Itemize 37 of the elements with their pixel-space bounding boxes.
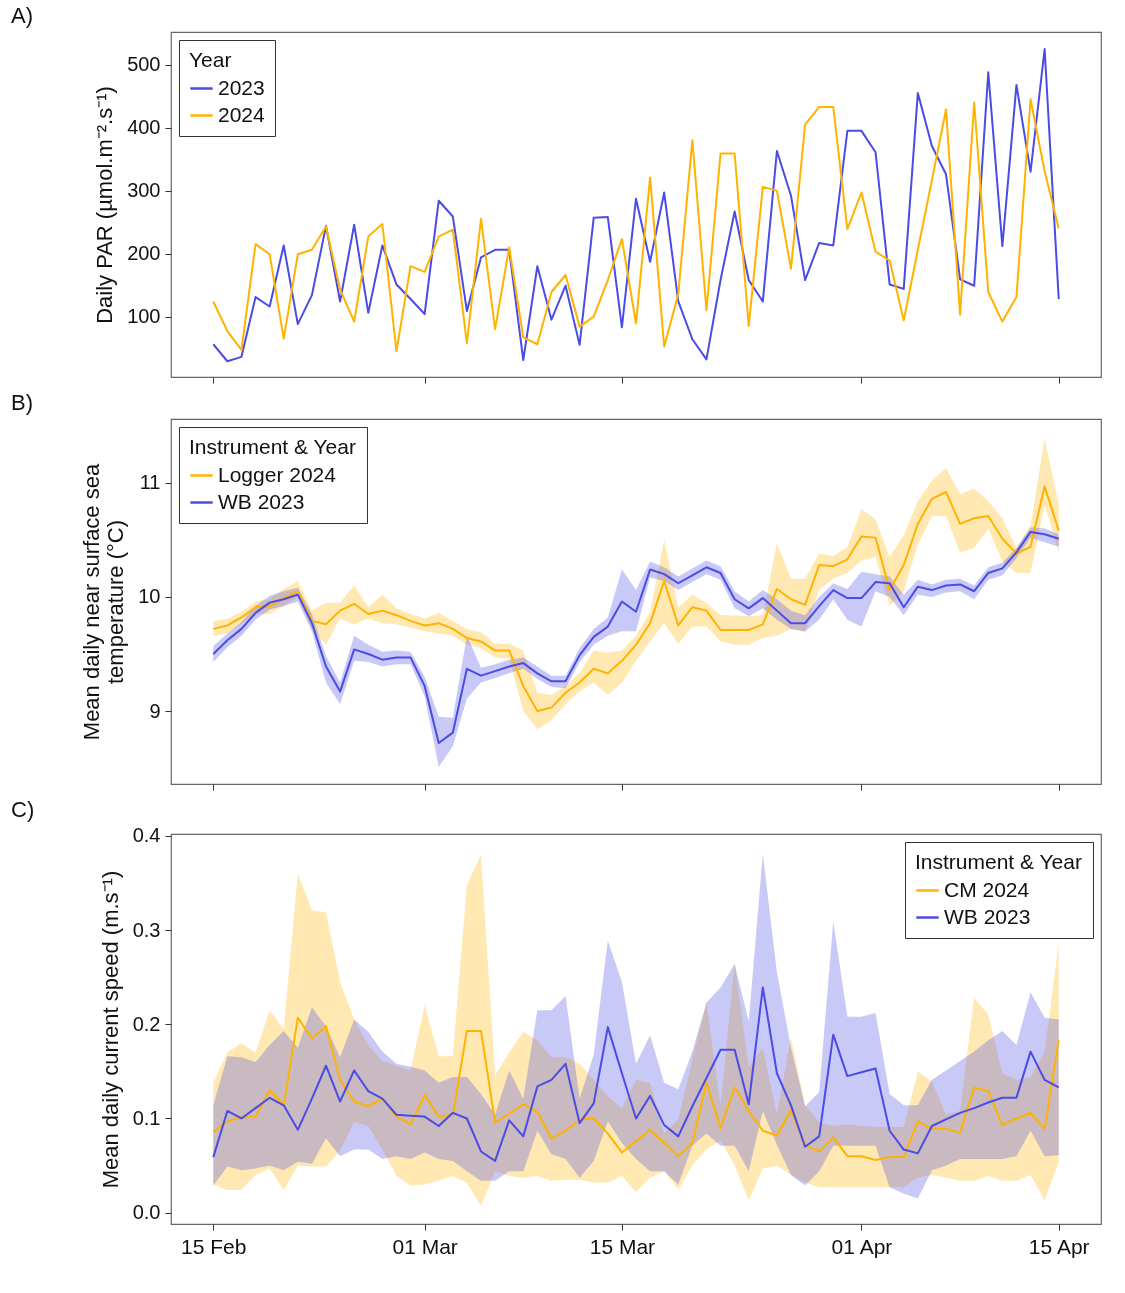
legend-label: Logger 2024 [218, 462, 337, 486]
y-tick-label: 0.1 [132, 1106, 161, 1129]
y-tick-label: 200 [127, 242, 161, 265]
chart-title: A) [11, 3, 33, 28]
legend-label: 2024 [218, 102, 266, 126]
x-tick-label: 15 Apr [1028, 1234, 1090, 1258]
legend-label: 2023 [218, 75, 265, 99]
y-tick-label: 0.0 [132, 1201, 161, 1224]
y-tick-label: 0.2 [132, 1012, 161, 1035]
y-tick-label: 10 [138, 585, 161, 608]
line-series [212, 98, 1060, 353]
x-tick-label: 15 Feb [181, 1234, 247, 1258]
y-axis-title: Mean daily near surface sea temperature (°C) [79, 463, 129, 741]
chart-title: B) [11, 390, 33, 415]
legend-label: WB 2023 [944, 904, 1031, 928]
y-tick-label: 0.4 [132, 824, 161, 847]
legend-title: Year [189, 48, 232, 71]
y-tick-label: 300 [127, 179, 161, 202]
legend-label: WB 2023 [218, 489, 305, 513]
x-tick-label: 01 Mar [392, 1234, 458, 1258]
y-tick-label: 0.3 [132, 918, 161, 941]
y-tick-label: 9 [149, 699, 161, 722]
legend-label: CM 2024 [944, 877, 1030, 901]
y-tick-label: 11 [139, 471, 161, 494]
x-tick-label: 01 Apr [831, 1234, 893, 1258]
line-series [212, 1016, 1060, 1161]
y-axis-title: Mean daily current speed (m.s⁻¹) [97, 870, 123, 1189]
line-series [212, 485, 1060, 712]
y-tick-label: 100 [127, 305, 161, 328]
legend-title: Instrument & Year [915, 850, 1082, 873]
x-tick-label: 15 Mar [589, 1234, 656, 1258]
y-axis-title: Daily PAR (µmol.m⁻².s⁻¹) [92, 86, 118, 324]
chart-title: C) [11, 796, 35, 822]
legend-title: Instrument & Year [189, 435, 356, 458]
y-tick-label: 400 [127, 116, 161, 139]
y-tick-label: 500 [127, 53, 161, 76]
line-series [212, 986, 1060, 1162]
